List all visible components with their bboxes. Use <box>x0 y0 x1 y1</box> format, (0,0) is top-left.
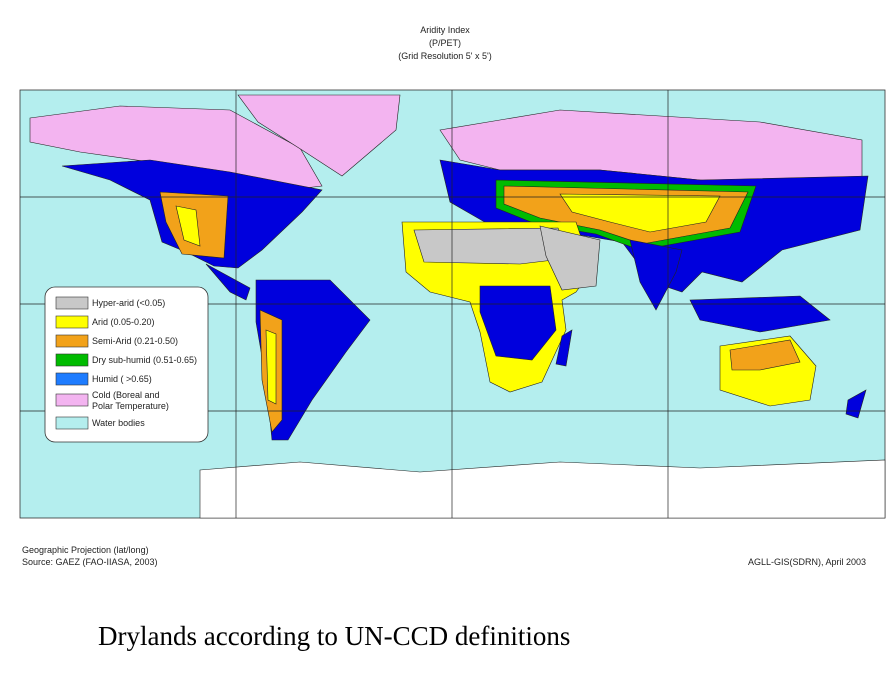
legend-label: Water bodies <box>92 418 145 428</box>
legend-label: Dry sub-humid (0.51-0.65) <box>92 355 197 365</box>
legend-swatch <box>55 393 89 407</box>
caption: Drylands according to UN-CCD definitions <box>98 621 570 651</box>
legend-label: Humid ( >0.65) <box>92 374 152 384</box>
legend-swatch <box>55 334 89 348</box>
greenland <box>237 94 401 177</box>
legend-label: Hyper-arid (<0.05) <box>92 298 165 308</box>
legend-label: Cold (Boreal and <box>92 390 160 400</box>
subtitle: (Grid Resolution 5' x 5') <box>398 51 491 61</box>
legend-swatch <box>55 296 89 310</box>
madagascar <box>555 329 573 367</box>
india <box>629 239 683 311</box>
legend: Hyper-arid (<0.05) Arid (0.05-0.20) Semi… <box>55 296 197 430</box>
legend-swatch <box>55 416 89 430</box>
legend-swatch <box>55 353 89 367</box>
hyper-arid-region <box>413 227 571 265</box>
antarctica <box>199 459 886 519</box>
footer-note: Geographic Projection (lat/long) <box>22 545 149 555</box>
arid-region <box>175 205 201 247</box>
title: Aridity Index <box>420 25 470 35</box>
arabia <box>539 225 601 291</box>
humid-region <box>479 285 557 361</box>
legend-label: Arid (0.05-0.20) <box>92 317 155 327</box>
legend-swatch <box>55 315 89 329</box>
map: Hyper-arid (<0.05) Arid (0.05-0.20) Semi… <box>19 89 886 519</box>
semi-arid-region <box>729 339 801 371</box>
legend-label: Polar Temperature) <box>92 401 169 411</box>
subtitle: (P/PET) <box>429 38 461 48</box>
islands <box>689 295 831 333</box>
arid-region <box>559 193 721 233</box>
legend-swatch <box>55 372 89 386</box>
humid-region <box>205 263 251 301</box>
footer-note: Source: GAEZ (FAO-IIASA, 2003) <box>22 557 158 567</box>
footer-credit: AGLL-GIS(SDRN), April 2003 <box>748 557 866 567</box>
legend-label: Semi-Arid (0.21-0.50) <box>92 336 178 346</box>
arid-region <box>265 329 277 405</box>
